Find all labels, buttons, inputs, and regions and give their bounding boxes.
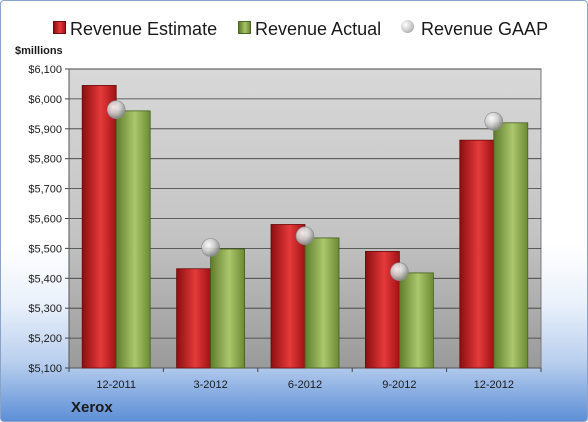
y-tick-label: $5,700 <box>28 184 62 196</box>
marker-revenue-gaap <box>484 112 504 131</box>
legend-swatch-actual <box>238 21 251 34</box>
y-tick-label: $6,000 <box>28 94 62 106</box>
y-tick-label: $5,500 <box>28 243 62 255</box>
bar-revenue-actual <box>210 248 246 369</box>
bar-revenue-actual <box>115 110 151 369</box>
legend-label-estimate: Revenue Estimate <box>70 19 218 39</box>
x-tick-label: 9-2012 <box>382 379 416 391</box>
y-tick-label: $5,100 <box>28 363 62 375</box>
legend-label-gaap: Revenue GAAP <box>421 19 549 39</box>
bar-revenue-actual <box>398 272 434 369</box>
y-tick-label: $5,900 <box>28 124 62 136</box>
y-tick-label: $5,400 <box>28 273 62 285</box>
bar-revenue-actual <box>493 122 529 369</box>
legend-label-actual: Revenue Actual <box>255 19 382 39</box>
y-axis-unit-label: $millions <box>15 45 63 57</box>
bar-revenue-estimate <box>459 139 495 369</box>
legend-swatch-estimate <box>53 21 66 34</box>
marker-revenue-gaap <box>201 238 220 257</box>
x-tick-label: 12-2011 <box>96 379 136 391</box>
x-tick-label: 6-2012 <box>288 379 322 391</box>
x-tick-label: 3-2012 <box>193 379 227 391</box>
company-label: Xerox <box>71 399 113 416</box>
y-tick-label: $5,200 <box>28 333 62 345</box>
bar-revenue-estimate <box>176 268 212 369</box>
bar-revenue-actual <box>304 237 340 369</box>
marker-revenue-gaap <box>295 226 315 246</box>
x-tick-label: 12-2012 <box>474 379 514 391</box>
legend: Revenue Estimate Revenue Actual Revenue … <box>1 1 587 41</box>
y-tick-label: $5,600 <box>28 214 62 226</box>
y-tick-label: $6,100 <box>28 64 62 76</box>
bar-revenue-estimate <box>81 85 117 369</box>
legend-swatch-gaap <box>401 20 414 33</box>
marker-revenue-gaap <box>106 100 126 119</box>
y-tick-label: $5,300 <box>28 303 62 315</box>
marker-revenue-gaap <box>390 262 409 282</box>
bar-revenue-estimate <box>270 224 306 369</box>
y-tick-label: $5,800 <box>28 154 62 166</box>
